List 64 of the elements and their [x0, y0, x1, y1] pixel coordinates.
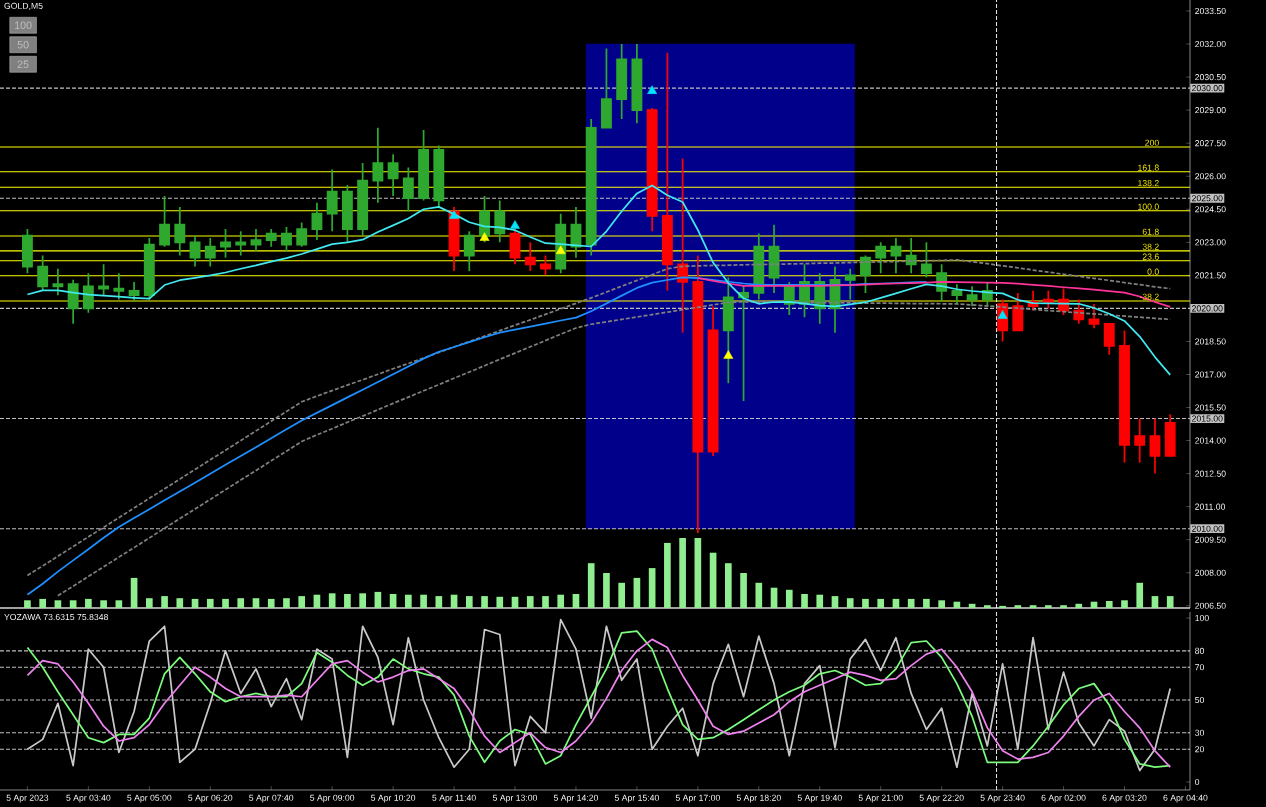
x-tick-label: 5 Apr 21:00	[858, 794, 903, 803]
annotation: 200	[1145, 139, 1159, 146]
y-tick-label: 0	[1195, 778, 1200, 786]
ref-line-label: 2015.00	[1192, 415, 1223, 422]
x-tick-label: 5 Apr 09:00	[310, 794, 355, 803]
y-tick-label: 2021.50	[1195, 272, 1226, 279]
y-tick-label: 2024.50	[1195, 206, 1226, 213]
y-tick-label: 2023.00	[1195, 239, 1226, 246]
annotation: 25	[17, 60, 29, 69]
y-tick-label: 2012.50	[1195, 470, 1226, 477]
y-tick-label: 2015.50	[1195, 404, 1226, 411]
x-tick-label: 6 Apr 04:40	[1163, 794, 1208, 803]
ref-line-label: 2025.00	[1192, 195, 1223, 202]
annotation: 23.6	[1142, 253, 1159, 260]
ref-line-label: 2010.00	[1192, 525, 1223, 532]
y-tick-label: 2006.50	[1195, 602, 1226, 609]
annotation: 161.8	[1138, 164, 1159, 171]
y-tick-label: 2008.00	[1195, 569, 1226, 576]
x-tick-label: 5 Apr 15:40	[614, 794, 659, 803]
x-tick-label: 5 Apr 03:40	[66, 794, 111, 803]
x-tick-label: 5 Apr 14:20	[553, 794, 599, 803]
ref-line-label: 2030.00	[1192, 85, 1223, 92]
annotation: -38.2	[1139, 293, 1159, 300]
x-tick-label: 5 Apr 18:20	[736, 794, 781, 803]
y-tick-label: 100	[1195, 615, 1209, 622]
x-tick-label: 5 Apr 10:20	[371, 794, 416, 803]
x-tick-label: 5 Apr 23:40	[980, 794, 1025, 803]
y-tick-label: 70	[1195, 664, 1205, 671]
annotation: 100.0	[1138, 203, 1159, 210]
ref-line-label: 2020.00	[1192, 305, 1223, 312]
annotation: 61.8	[1142, 228, 1159, 235]
chart-title: GOLD,M5	[4, 2, 43, 10]
y-tick-label: 2014.00	[1195, 437, 1226, 444]
annotation: 100	[15, 21, 32, 30]
x-tick-label: 6 Apr 03:20	[1102, 794, 1147, 803]
y-tick-label: 2011.00	[1195, 503, 1226, 510]
y-tick-label: 30	[1195, 729, 1205, 736]
y-tick-label: 2018.50	[1195, 338, 1226, 345]
x-tick-label: 5 Apr 11:40	[432, 794, 476, 803]
chart-title: YOZAWA 73.6315 75.8348	[4, 613, 108, 621]
y-tick-label: 20	[1195, 746, 1205, 753]
annotation: 0.0	[1147, 268, 1159, 275]
x-tick-label: 5 Apr 2023	[6, 794, 49, 803]
y-tick-label: 80	[1195, 647, 1205, 654]
x-tick-label: 5 Apr 07:40	[249, 794, 294, 803]
y-tick-label: 2033.50	[1195, 7, 1226, 15]
y-tick-label: 50	[1195, 696, 1205, 704]
annotation: 50	[17, 40, 29, 49]
annotation: 138.2	[1138, 180, 1159, 187]
x-tick-label: 5 Apr 13:00	[492, 794, 538, 803]
x-tick-label: 5 Apr 19:40	[797, 794, 842, 803]
y-tick-label: 2009.50	[1195, 536, 1226, 543]
y-tick-label: 2027.50	[1195, 140, 1226, 147]
x-tick-label: 5 Apr 05:00	[127, 794, 172, 803]
x-tick-label: 5 Apr 17:00	[675, 794, 720, 803]
x-tick-label: 5 Apr 22:20	[919, 794, 964, 803]
y-tick-label: 2029.00	[1195, 107, 1226, 114]
y-tick-label: 2026.00	[1195, 173, 1226, 180]
x-tick-label: 5 Apr 06:20	[188, 794, 233, 803]
annotation: 38.2	[1142, 243, 1159, 250]
y-tick-label: 2017.00	[1195, 371, 1226, 378]
x-tick-label: 6 Apr 02:00	[1041, 794, 1086, 803]
y-tick-label: 2030.50	[1195, 74, 1226, 81]
y-tick-label: 2032.00	[1195, 40, 1226, 48]
